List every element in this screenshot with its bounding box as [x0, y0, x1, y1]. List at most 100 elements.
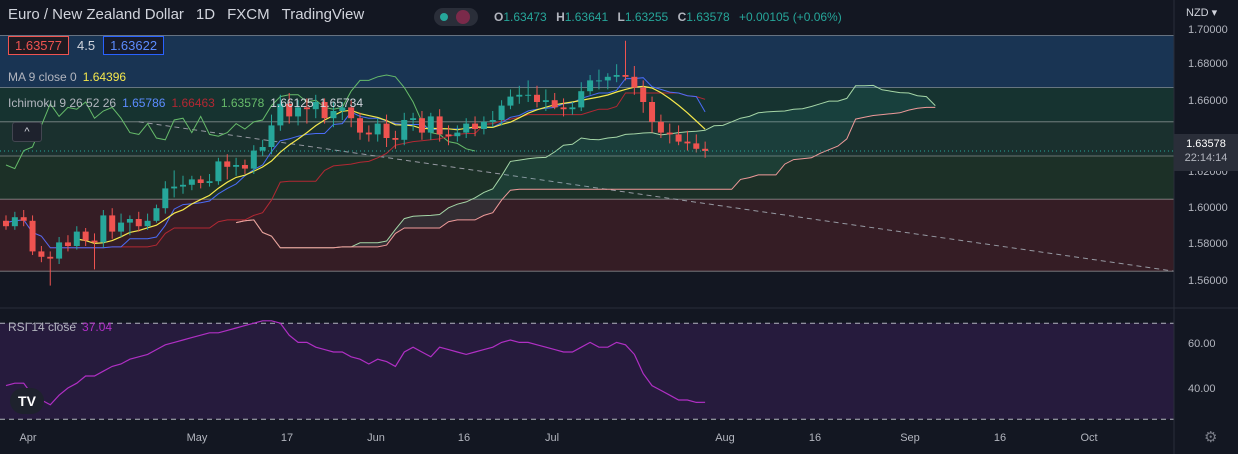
candle — [259, 147, 266, 151]
candle — [675, 134, 682, 142]
collapse-legend-button[interactable]: ^ — [12, 122, 42, 142]
ichimoku-cloud — [236, 85, 936, 248]
candle — [215, 161, 222, 182]
market-status-toggle[interactable] — [434, 8, 478, 26]
rsi-line — [5, 320, 706, 406]
candle — [286, 103, 293, 117]
tenkan-value: 1.65786 — [122, 96, 166, 110]
candle — [454, 132, 461, 137]
candle — [162, 188, 169, 209]
open-value: 1.63473 — [503, 10, 547, 24]
candle — [657, 121, 664, 133]
candle — [241, 165, 248, 169]
high-value: 1.63641 — [564, 10, 609, 24]
candle — [702, 148, 709, 151]
candle — [569, 107, 576, 110]
chevron-down-icon: ▾ — [1211, 7, 1218, 19]
price-zone — [0, 87, 1174, 122]
candle — [410, 118, 417, 120]
price-zone — [0, 35, 1174, 88]
candle — [507, 96, 514, 106]
candle — [348, 107, 355, 119]
spread-value: 4.5 — [77, 37, 96, 53]
candle — [357, 118, 363, 133]
candle — [250, 150, 257, 169]
span-b-value: 1.65734 — [319, 96, 364, 110]
candle — [153, 208, 160, 221]
candle — [224, 161, 231, 167]
x-tick: 16 — [993, 432, 1007, 444]
x-tick: Oct — [1080, 432, 1098, 444]
candle — [29, 220, 36, 252]
candle — [38, 251, 45, 257]
candle — [649, 102, 656, 122]
currency-select[interactable]: NZD ▾ — [1186, 6, 1217, 19]
x-tick: May — [186, 432, 208, 444]
tradingview-logo[interactable]: TV — [10, 388, 44, 414]
candle — [180, 184, 186, 187]
candle — [640, 87, 647, 102]
candle — [542, 100, 549, 102]
candle — [47, 256, 54, 259]
candle — [109, 215, 116, 232]
candle — [684, 141, 691, 144]
candle — [64, 242, 71, 246]
candle — [418, 118, 425, 133]
low-value: 1.63255 — [624, 10, 669, 24]
last-price-value: 1.63578 — [1186, 138, 1226, 150]
candle — [277, 103, 284, 126]
candle — [118, 222, 125, 232]
trend-line — [138, 121, 1175, 272]
ma-label: MA 9 close 0 — [8, 70, 77, 84]
candle — [374, 123, 381, 135]
y-tick: 1.66000 — [1188, 95, 1228, 107]
y-tick: 1.70000 — [1188, 24, 1228, 36]
kijun-value: 1.66463 — [171, 96, 215, 110]
ichimoku-legend[interactable]: Ichimoku 9 26 52 26 1.65786 1.66463 1.63578… — [8, 96, 363, 110]
candle — [480, 121, 487, 129]
candle — [56, 242, 63, 259]
candle — [171, 186, 178, 189]
ma-line — [76, 85, 706, 245]
y-tick: 1.58000 — [1188, 238, 1228, 250]
symbol-name: Euro / New Zealand Dollar — [8, 6, 184, 23]
ichimoku-tenkan — [5, 77, 706, 249]
x-tick: Apr — [19, 432, 37, 444]
symbol-header[interactable]: Euro / New Zealand Dollar 1D FXCM TradingVi… — [8, 6, 364, 23]
buy-button[interactable]: 1.63622 — [103, 35, 165, 55]
low-key: L — [617, 10, 625, 24]
ichimoku-kijun — [5, 92, 706, 249]
rsi-legend[interactable]: RSI 14 close 37.04 — [8, 320, 112, 334]
candle — [534, 94, 540, 102]
candle — [631, 76, 638, 88]
exchange-label: FXCM — [227, 6, 270, 23]
x-tick: Sep — [900, 432, 920, 444]
y-tick: 1.68000 — [1188, 58, 1228, 70]
candle — [613, 75, 620, 77]
last-price-label: 1.63578 22:14:14 — [1174, 134, 1238, 171]
currency-label: NZD — [1186, 7, 1209, 19]
candle — [295, 107, 302, 117]
chikou-value: 1.63578 — [220, 96, 265, 110]
candle — [3, 220, 9, 227]
ma-value: 1.64396 — [82, 70, 127, 84]
candle — [560, 107, 567, 110]
interval-label[interactable]: 1D — [195, 6, 216, 23]
gear-icon[interactable]: ⚙ — [1204, 429, 1218, 446]
ichimoku-span-b — [235, 106, 936, 249]
candle — [135, 219, 142, 227]
candle — [463, 123, 470, 133]
sell-button[interactable]: 1.63577 — [8, 35, 69, 55]
candle — [197, 179, 204, 183]
ma-legend[interactable]: MA 9 close 0 1.64396 — [8, 70, 126, 84]
bid-ask-panel: 1.63577 4.5 1.63622 — [8, 34, 165, 56]
high-key: H — [556, 10, 565, 24]
rsi-y-tick: 60.00 — [1188, 338, 1216, 350]
candle — [392, 138, 399, 140]
candle — [489, 120, 496, 122]
x-tick: Jul — [544, 432, 560, 444]
candle — [233, 165, 240, 167]
y-tick: 1.60000 — [1188, 202, 1228, 214]
change-value: +0.00105 (+0.06%) — [738, 10, 842, 24]
